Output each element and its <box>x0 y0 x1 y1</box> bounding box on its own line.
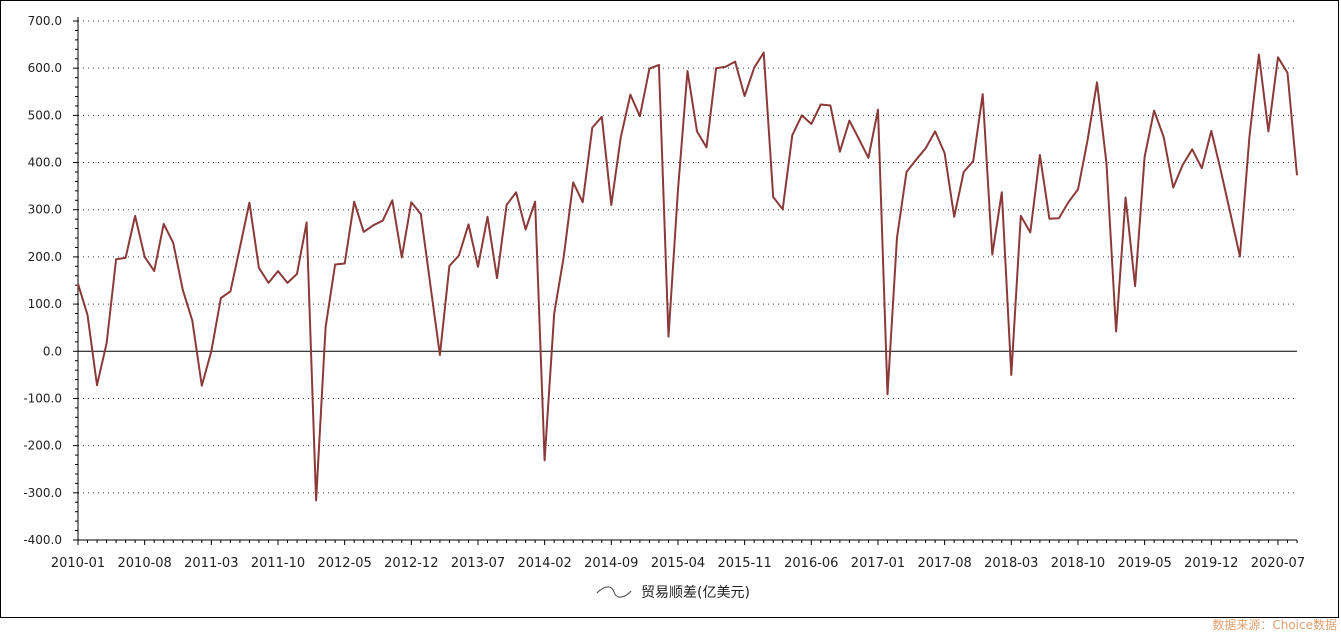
y-tick-label: 400.0 <box>28 156 62 170</box>
y-tick-label: -300.0 <box>23 486 62 500</box>
y-tick-label: 300.0 <box>28 203 62 217</box>
chart-frame <box>0 0 1339 618</box>
x-tick-label: 2010-08 <box>118 556 172 571</box>
y-tick-label: 500.0 <box>28 108 62 122</box>
x-tick-label: 2013-07 <box>451 556 505 571</box>
axes <box>73 17 1298 545</box>
x-tick-labels: 2010-01 2010-08 2011-03 2011-10 2012-05 2012-… <box>51 556 1305 571</box>
source-note: 数据来源：Choice数据 <box>1212 618 1337 632</box>
legend-label: 贸易顺差(亿美元) <box>641 585 750 601</box>
x-tick-label: 2015-04 <box>651 556 705 571</box>
x-tick-label: 2012-12 <box>384 556 438 571</box>
x-tick-label: 2019-12 <box>1184 556 1238 571</box>
x-tick-label: 2014-09 <box>584 556 638 571</box>
y-tick-label: -400.0 <box>23 533 62 547</box>
series-line-trade-surplus <box>77 51 1298 502</box>
y-tick-label: 100.0 <box>28 297 62 311</box>
y-tick-labels: 700.0 600.0 500.0 400.0 300.0 200.0 100.0 0.0 -1… <box>23 14 62 547</box>
x-tick-label: 2020-07 <box>1251 556 1305 571</box>
y-tick-label: 700.0 <box>28 14 62 28</box>
x-tick-label: 2011-10 <box>251 556 305 571</box>
y-tick-label: 600.0 <box>28 61 62 75</box>
x-tick-label: 2012-05 <box>317 556 371 571</box>
legend-line-icon <box>596 586 632 598</box>
y-tick-label: -200.0 <box>23 439 62 453</box>
x-tick-label: 2018-03 <box>984 556 1038 571</box>
x-tick-label: 2015-11 <box>717 556 771 571</box>
x-tick-label: 2017-01 <box>851 556 905 571</box>
x-tick-label: 2018-10 <box>1051 556 1105 571</box>
x-tick-label: 2014-02 <box>517 556 571 571</box>
x-tick-label: 2016-06 <box>784 556 838 571</box>
legend[interactable]: 贸易顺差(亿美元) <box>595 581 750 603</box>
y-tick-label: 0.0 <box>43 344 62 358</box>
y-tick-label: 200.0 <box>28 250 62 264</box>
y-tick-label: -100.0 <box>23 391 62 405</box>
x-tick-label: 2010-01 <box>51 556 105 571</box>
x-tick-label: 2011-03 <box>184 556 238 571</box>
series <box>77 51 1298 502</box>
x-tick-label: 2017-08 <box>917 556 971 571</box>
x-tick-label: 2019-05 <box>1117 556 1171 571</box>
